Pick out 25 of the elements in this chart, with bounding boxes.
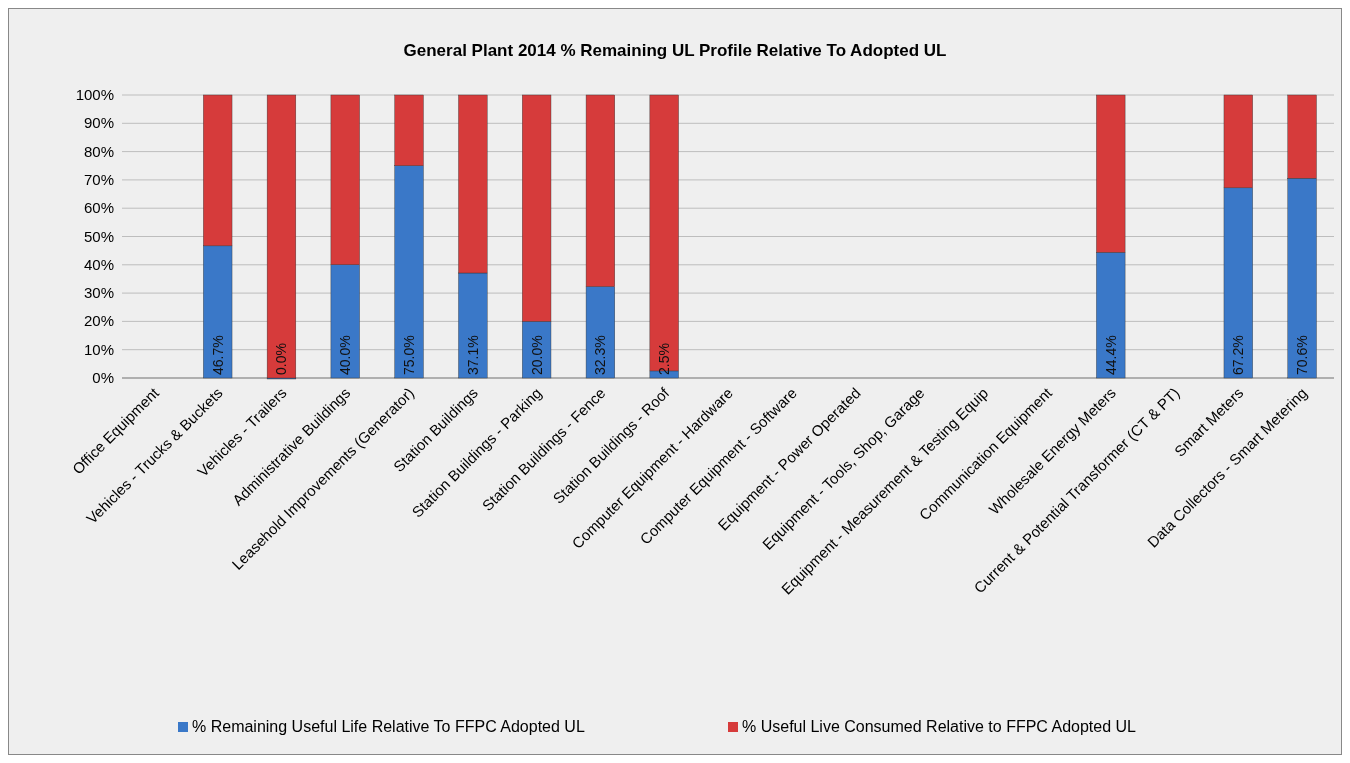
data-label: 70.6% (1294, 335, 1311, 375)
legend-label: % Remaining Useful Life Relative To FFPC Adopted UL (192, 718, 585, 735)
legend-label: % Useful Live Consumed Relative to FFPC Adopted UL (742, 718, 1137, 735)
y-tick-label: 90% (83, 114, 114, 132)
data-label: 0.0% (273, 343, 290, 375)
data-label: 32.3% (592, 335, 609, 375)
y-tick-label: 20% (83, 312, 114, 330)
y-tick-label: 30% (83, 284, 114, 302)
y-tick-label: 100% (75, 86, 114, 103)
y-tick-label: 10% (83, 340, 114, 358)
y-tick-label: 0% (92, 369, 114, 386)
data-label: 20.0% (528, 335, 545, 375)
data-label: 44.4% (1102, 335, 1119, 375)
chart-title: General Plant 2014 % Remaining UL Profile Relative To Adopted UL (403, 41, 947, 60)
y-tick-label: 70% (83, 170, 114, 188)
data-label: 46.7% (209, 335, 226, 375)
y-tick-label: 50% (83, 227, 114, 245)
data-label: 40.0% (337, 335, 354, 375)
data-label: 75.0% (401, 335, 418, 375)
y-tick-label: 80% (83, 142, 114, 160)
data-label: 2.5% (656, 343, 673, 375)
data-label: 37.1% (464, 335, 481, 375)
y-tick-label: 60% (83, 199, 114, 217)
y-tick-label: 40% (83, 255, 114, 273)
data-label: 67.2% (1230, 335, 1247, 375)
